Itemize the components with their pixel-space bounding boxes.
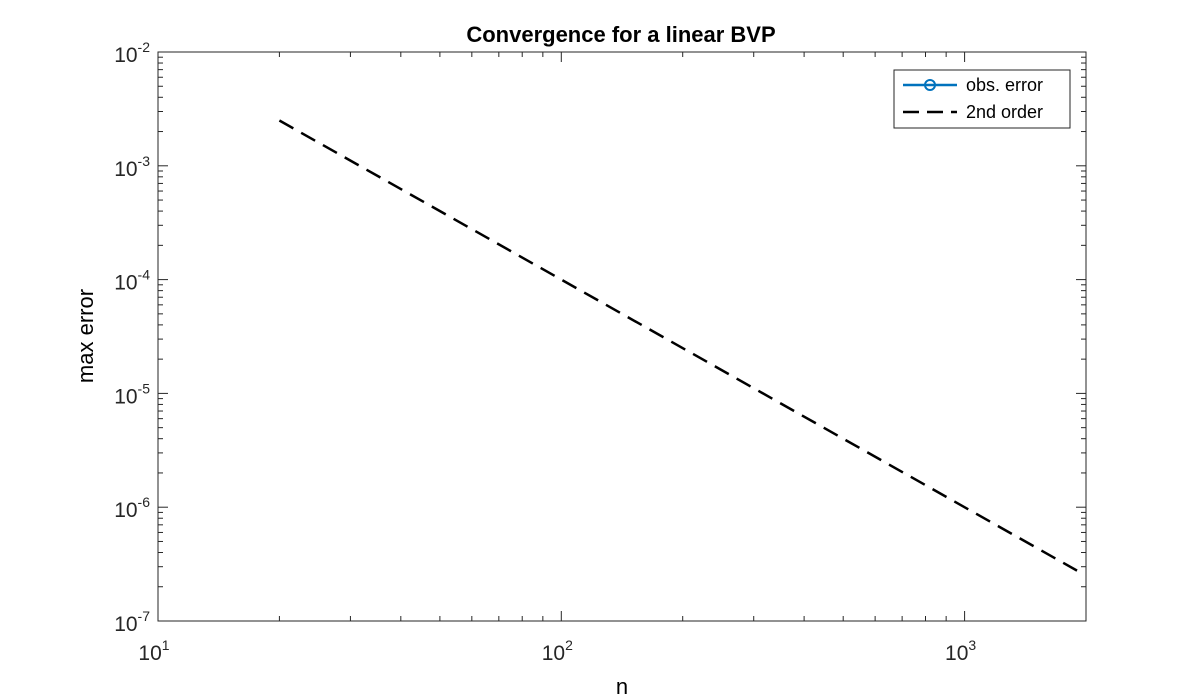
x-tick-label: 101 bbox=[138, 637, 169, 665]
legend: obs. error 2nd order bbox=[893, 69, 1071, 129]
y-tick-label: 10-6 bbox=[114, 494, 150, 522]
plot-area bbox=[157, 51, 1087, 622]
legend-obs-error-label: obs. error bbox=[966, 75, 1043, 95]
y-tick-label: 10-7 bbox=[114, 608, 150, 636]
y-axis-label: max error bbox=[73, 289, 98, 383]
legend-2nd-order-label: 2nd order bbox=[966, 102, 1043, 122]
x-tick-label: 103 bbox=[945, 637, 976, 665]
series-layer bbox=[278, 119, 1078, 572]
chart-title: Convergence for a linear BVP bbox=[466, 22, 775, 47]
axis-ticks: 101 102 103 10-7 10-6 10-5 10-4 10-3 10-2 bbox=[114, 39, 1087, 665]
y-tick-label: 10-2 bbox=[114, 39, 150, 67]
legend-obs-error-marker bbox=[924, 79, 936, 91]
x-axis-label: n bbox=[616, 674, 628, 699]
series-line-second-order bbox=[278, 119, 1078, 572]
legend-box bbox=[893, 69, 1071, 129]
y-tick-label: 10-4 bbox=[114, 267, 150, 295]
x-tick-label: 102 bbox=[542, 637, 573, 665]
y-tick-label: 10-3 bbox=[114, 153, 150, 181]
y-tick-label: 10-5 bbox=[114, 380, 150, 408]
